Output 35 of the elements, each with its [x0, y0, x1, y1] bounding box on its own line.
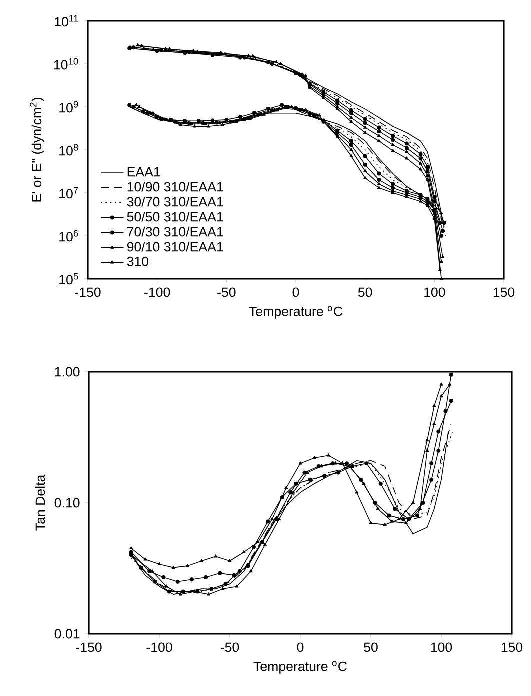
x-tick-label: -150: [75, 288, 101, 298]
legend-label: EAA1: [128, 167, 160, 177]
x-tick-label: 0: [297, 642, 304, 652]
y-tick-label: 10$^{5}$: [60, 273, 78, 285]
y-tick-label: 10$^{11}$: [55, 15, 78, 27]
legend-label: 70/30 310/EAA1: [128, 226, 224, 237]
x-tick-label: 0: [292, 288, 300, 298]
x-axis-title: Temperature $^{o}$C: [254, 661, 347, 674]
x-tick-label: -150: [76, 642, 102, 652]
y-tick-label: 1.00: [55, 367, 80, 377]
y-tick-label: 10$^{7}$: [60, 187, 78, 199]
legend-label: 50/50 310/EAA1: [127, 212, 224, 222]
y-tick-label: 10$^{9}$: [60, 101, 78, 113]
x-tick-label: -100: [146, 642, 172, 652]
legend-label: 310: [127, 256, 149, 266]
x-tick-label: 150: [494, 288, 515, 298]
x-tick-label: -50: [220, 642, 240, 652]
x-tick-label: -100: [144, 288, 170, 298]
y-tick-label: 0.10: [54, 498, 80, 508]
y-tick-label: 10$^{10}$: [54, 58, 78, 70]
legend-label: 90/10 310/EAA1: [127, 242, 224, 252]
x-tick-label: 50: [364, 642, 378, 652]
legend-label: 10/90 310/EAA1: [128, 182, 224, 192]
y-axis-title: Tan Delta: [35, 474, 46, 531]
x-tick-label: -50: [218, 288, 236, 298]
y-tick-label: 0.01: [54, 629, 80, 639]
y-tick-label: 10$^{6}$: [60, 230, 78, 242]
x-axis-title: Temperature $^{o}$C: [249, 306, 342, 319]
x-tick-label: 100: [424, 288, 446, 298]
x-tick-label: 50: [358, 288, 372, 298]
y-axis-title: E' or E" (dyn/cm$^{2}$): [30, 98, 44, 202]
x-tick-label: 100: [431, 642, 452, 652]
x-tick-label: 150: [502, 642, 523, 652]
y-tick-label: 10$^{8}$: [60, 144, 78, 156]
legend-label: 30/70 310/EAA1: [127, 196, 224, 207]
